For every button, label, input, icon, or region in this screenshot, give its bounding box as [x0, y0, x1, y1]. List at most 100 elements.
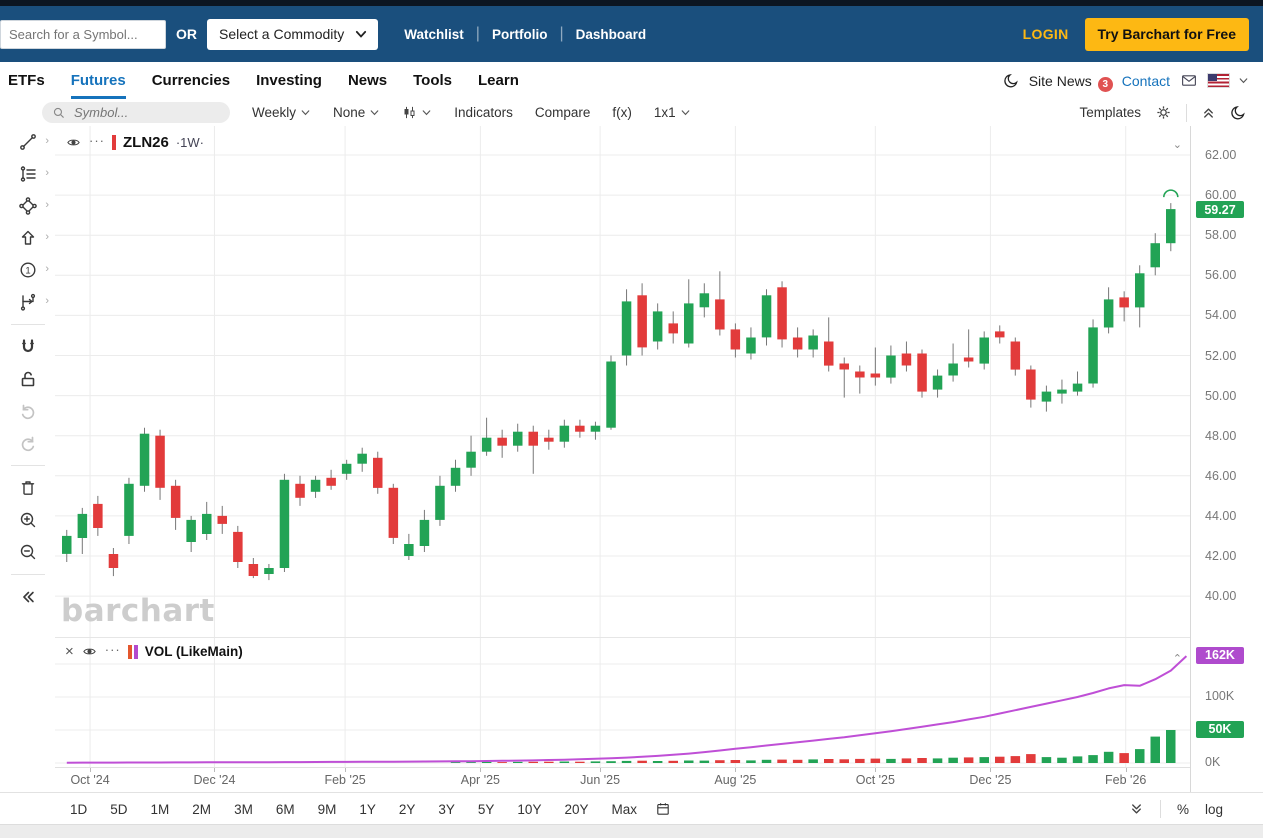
tool-expand-arrow[interactable]: › — [45, 231, 49, 243]
envelope-icon[interactable] — [1179, 72, 1199, 89]
annotation-number-tool-icon: 1 — [18, 260, 38, 280]
redo-button[interactable] — [0, 427, 55, 459]
volume-pane-collapse-icon[interactable]: ⌃ — [1172, 653, 1182, 665]
calendar-icon[interactable] — [655, 801, 671, 817]
or-label: OR — [176, 26, 197, 42]
annotation-number-tool-button[interactable]: 1 › — [0, 254, 55, 286]
range-button-5d[interactable]: 5D — [110, 801, 128, 817]
candlestick-chart[interactable] — [55, 126, 1190, 637]
range-button-3m[interactable]: 3M — [234, 801, 253, 817]
tool-expand-arrow[interactable]: › — [45, 135, 49, 147]
range-button-max[interactable]: Max — [611, 801, 637, 817]
price-pane-collapse-icon[interactable]: ⌄ — [1172, 139, 1182, 151]
tool-expand-arrow[interactable]: › — [45, 295, 49, 307]
nav-tab-investing[interactable]: Investing — [256, 71, 322, 89]
range-button-1m[interactable]: 1M — [150, 801, 170, 817]
nav-tab-futures[interactable]: Futures — [70, 63, 126, 99]
percent-scale-button[interactable]: % — [1176, 801, 1189, 817]
time-axis-label: Dec '24 — [193, 773, 236, 787]
unlock-button[interactable] — [0, 363, 55, 395]
zoom-out-button[interactable] — [0, 536, 55, 568]
time-axis[interactable]: Oct '24 Dec '24 Feb '25 Apr '25 Jun '25 Aug '… — [55, 767, 1190, 793]
range-button-1y[interactable]: 1Y — [359, 801, 376, 817]
topnav-link-watchlist[interactable]: Watchlist — [404, 26, 464, 42]
range-button-9m[interactable]: 9M — [317, 801, 337, 817]
symbol-search-input[interactable] — [0, 19, 166, 49]
fx-button[interactable]: f(x) — [612, 105, 632, 120]
range-button-6m[interactable]: 6M — [275, 801, 295, 817]
language-chevron-icon[interactable] — [1238, 75, 1249, 86]
tool-expand-arrow[interactable]: › — [45, 167, 49, 179]
price-axis-column[interactable]: 62.00 60.00 58.00 56.00 54.00 52.00 50.00 48.00… — [1190, 126, 1263, 792]
shapes-tool-button[interactable]: › — [0, 190, 55, 222]
measure-tool-button[interactable]: › — [0, 286, 55, 318]
period-dropdown[interactable]: Weekly — [252, 105, 311, 120]
range-button-20y[interactable]: 20Y — [564, 801, 589, 817]
open-interest-badge: 162K — [1196, 646, 1244, 664]
close-study-icon[interactable]: × — [65, 643, 74, 660]
chart-symbol-search[interactable] — [42, 102, 230, 123]
sidebar-divider — [10, 324, 45, 325]
eye-icon[interactable] — [81, 644, 98, 659]
time-axis-label: Jun '25 — [580, 773, 621, 787]
price-pane[interactable]: ··· ZLN26 ·1W· barchart ⌄ — [55, 126, 1190, 637]
chart-symbol-input[interactable] — [72, 104, 196, 121]
undo-button[interactable] — [0, 395, 55, 427]
toolbar-divider — [1159, 800, 1161, 818]
trash-button[interactable] — [0, 472, 55, 504]
volume-chart[interactable] — [55, 638, 1190, 768]
try-barchart-free-button[interactable]: Try Barchart for Free — [1084, 17, 1249, 51]
collapse-up-icon[interactable] — [1201, 105, 1216, 120]
top-links: Watchlist | Portfolio | Dashboard — [404, 25, 646, 43]
price-axis-label: 60.00 — [1205, 188, 1237, 203]
trend-line-tool-button[interactable]: › — [0, 126, 55, 158]
last-volume-badge: 50K — [1196, 720, 1244, 738]
zoom-in-button[interactable] — [0, 504, 55, 536]
chart-dark-mode-icon[interactable] — [1230, 104, 1247, 121]
indicators-button[interactable]: Indicators — [454, 105, 513, 120]
commodity-dropdown[interactable]: Select a Commodity — [207, 18, 379, 50]
topnav-link-dashboard[interactable]: Dashboard — [575, 26, 647, 42]
more-options-icon[interactable]: ··· — [89, 133, 105, 148]
us-flag-icon[interactable] — [1208, 74, 1229, 87]
range-button-2m[interactable]: 2M — [192, 801, 212, 817]
collapse-down-icon[interactable] — [1129, 802, 1144, 817]
nav-tab-learn[interactable]: Learn — [478, 71, 519, 89]
price-axis-label: 40.00 — [1205, 589, 1237, 604]
range-button-5y[interactable]: 5Y — [477, 801, 495, 817]
arrow-marker-tool-button[interactable]: › — [0, 222, 55, 254]
log-scale-button[interactable]: log — [1204, 801, 1223, 817]
nav-tab-etfs[interactable]: ETFs — [8, 71, 45, 89]
overlay-dropdown[interactable]: None — [333, 105, 380, 120]
magnet-button[interactable] — [0, 331, 55, 363]
range-button-3y[interactable]: 3Y — [438, 801, 455, 817]
range-button-1d[interactable]: 1D — [70, 801, 88, 817]
eye-icon[interactable] — [65, 135, 82, 150]
contact-link[interactable]: Contact — [1121, 72, 1170, 89]
nav-tab-news[interactable]: News — [347, 71, 388, 89]
volume-pane[interactable]: × ··· VOL (LikeMain) ⌃ — [55, 637, 1190, 768]
tool-expand-arrow[interactable]: › — [45, 199, 49, 211]
chart-type-dropdown[interactable] — [402, 105, 432, 120]
compare-label: Compare — [534, 105, 591, 120]
chart-symbol-label: ZLN26 — [123, 134, 169, 151]
tool-expand-arrow[interactable]: › — [45, 263, 49, 275]
fibonacci-tool-button[interactable]: › — [0, 158, 55, 190]
compare-button[interactable]: Compare — [535, 105, 591, 120]
price-axis-label: 58.00 — [1205, 228, 1237, 243]
dark-mode-moon-icon[interactable] — [1003, 72, 1020, 89]
gear-icon[interactable] — [1155, 104, 1172, 121]
more-options-icon[interactable]: ··· — [104, 642, 121, 657]
topnav-link-portfolio[interactable]: Portfolio — [491, 26, 548, 42]
collapse-sidebar-button[interactable] — [0, 581, 55, 613]
news-count-badge: 3 — [1097, 77, 1113, 92]
range-button-10y[interactable]: 10Y — [517, 801, 542, 817]
login-link[interactable]: LOGIN — [1022, 26, 1069, 42]
templates-button[interactable]: Templates — [1079, 105, 1141, 120]
site-news-link[interactable]: Site News — [1028, 72, 1092, 89]
grid-layout-dropdown[interactable]: 1x1 — [654, 105, 691, 120]
nav-tab-currencies[interactable]: Currencies — [151, 71, 231, 89]
time-axis-label: Feb '26 — [1105, 773, 1147, 787]
range-button-2y[interactable]: 2Y — [398, 801, 416, 817]
nav-tab-tools[interactable]: Tools — [413, 71, 453, 89]
